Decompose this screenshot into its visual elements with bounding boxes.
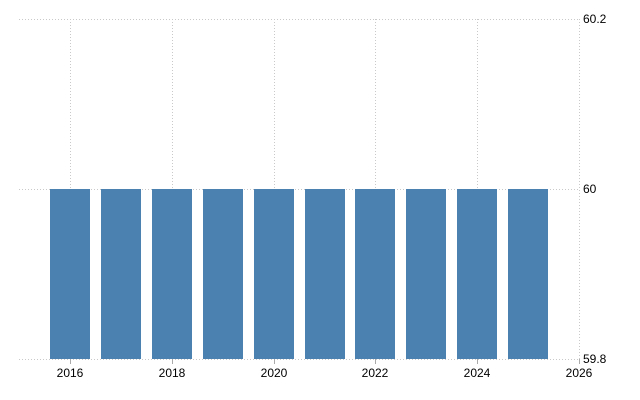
bar-2016 [50,189,90,359]
y-tick-label: 60.2 [583,12,607,26]
x-tick-mark [70,359,71,364]
x-tick-label: 2026 [565,366,593,380]
bar-2023 [406,189,446,359]
x-tick-label: 2018 [158,366,186,380]
x-axis-line [19,359,580,360]
h-gridline [19,189,580,190]
bar-2021 [305,189,345,359]
x-tick-mark [172,359,173,364]
x-tick-label: 2020 [260,366,288,380]
bar-2022 [355,189,395,359]
x-tick-mark [477,359,478,364]
x-tick-label: 2024 [463,366,491,380]
x-tick-label: 2022 [361,366,389,380]
bar-2018 [152,189,192,359]
bar-2017 [101,189,141,359]
x-tick-mark [375,359,376,364]
bar-2024 [457,189,497,359]
bar-2019 [203,189,243,359]
y-axis-line [579,19,580,359]
y-tick-label: 59.8 [583,352,607,366]
y-tick-label: 60 [583,182,597,196]
bar-2020 [254,189,294,359]
x-tick-label: 2016 [56,366,84,380]
bar-2025 [508,189,548,359]
x-tick-mark [579,359,580,364]
x-tick-mark [274,359,275,364]
h-gridline [19,19,580,20]
